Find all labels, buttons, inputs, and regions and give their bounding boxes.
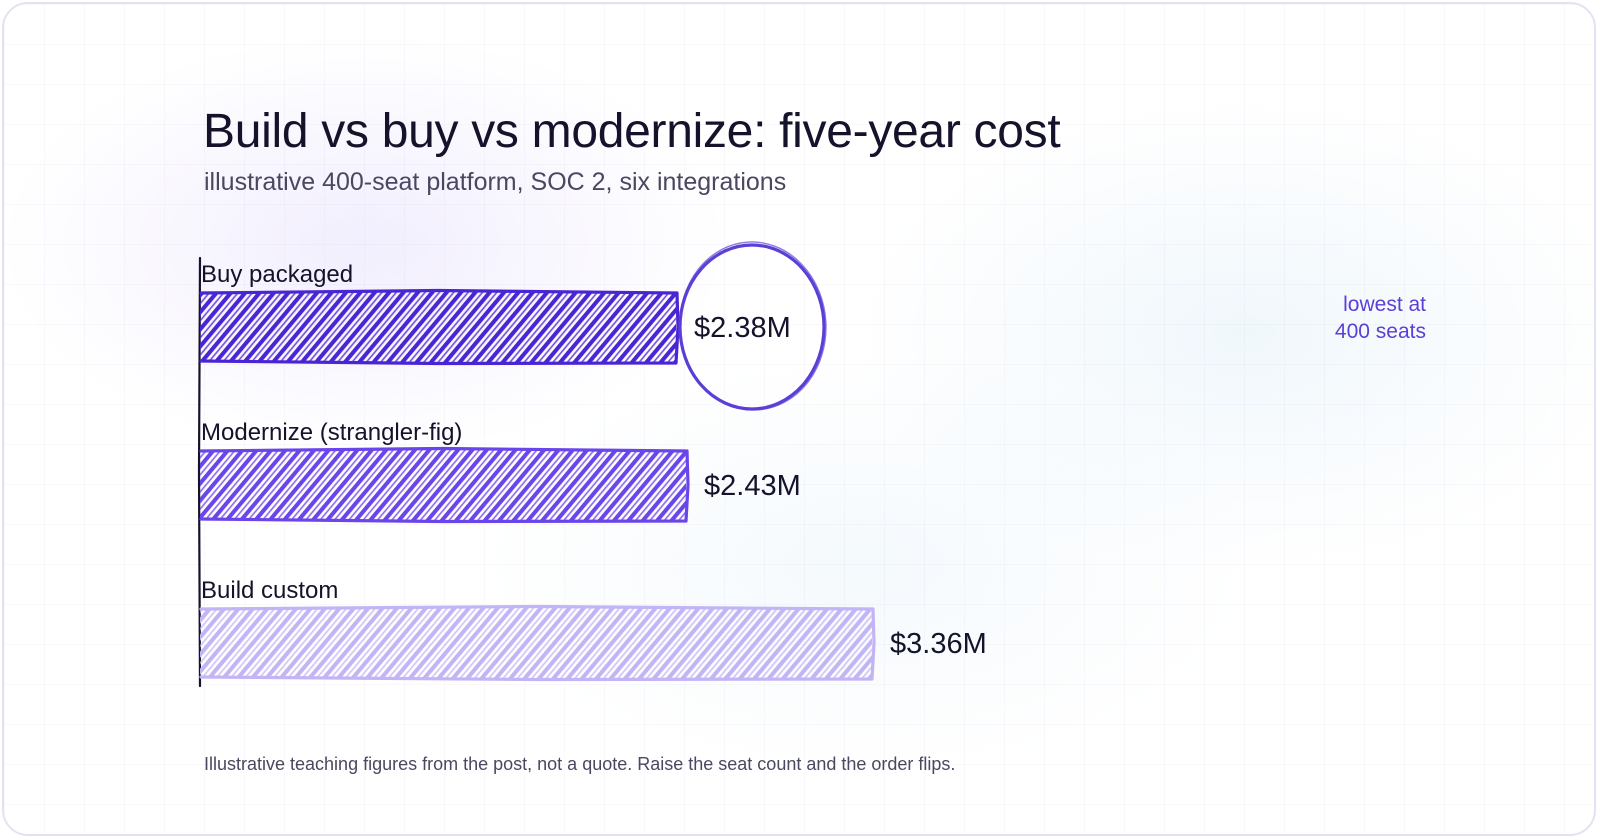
bar-outline	[199, 288, 680, 366]
value-label: $2.38M	[694, 312, 791, 344]
bar-outline	[199, 446, 690, 524]
chart-footnote: Illustrative teaching figures from the p…	[204, 754, 956, 774]
highlight-annotation-line: 400 seats	[1335, 320, 1426, 343]
bar-build-custom	[199, 604, 876, 682]
chart-subtitle: illustrative 400-seat platform, SOC 2, s…	[204, 168, 787, 196]
bar-fill	[200, 608, 872, 678]
y-axis-line	[197, 256, 202, 688]
bar-fill	[200, 292, 676, 362]
category-label: Buy packaged	[201, 261, 353, 288]
background-grid	[4, 4, 1594, 834]
highlight-annotation-line: lowest at	[1343, 293, 1426, 316]
bar-outline	[199, 604, 876, 682]
chart-title: Build vs buy vs modernize: five-year cos…	[203, 105, 1061, 158]
highlight-circle-stroke	[679, 241, 827, 411]
category-label: Build custom	[201, 577, 338, 604]
category-label: Modernize (strangler-fig)	[201, 419, 462, 446]
bar-buy-packaged	[199, 288, 680, 366]
bar-fill	[200, 450, 686, 520]
value-label: $3.36M	[890, 628, 987, 660]
value-label: $2.43M	[704, 470, 801, 502]
bar-modernize-strangler-fig	[199, 446, 690, 524]
